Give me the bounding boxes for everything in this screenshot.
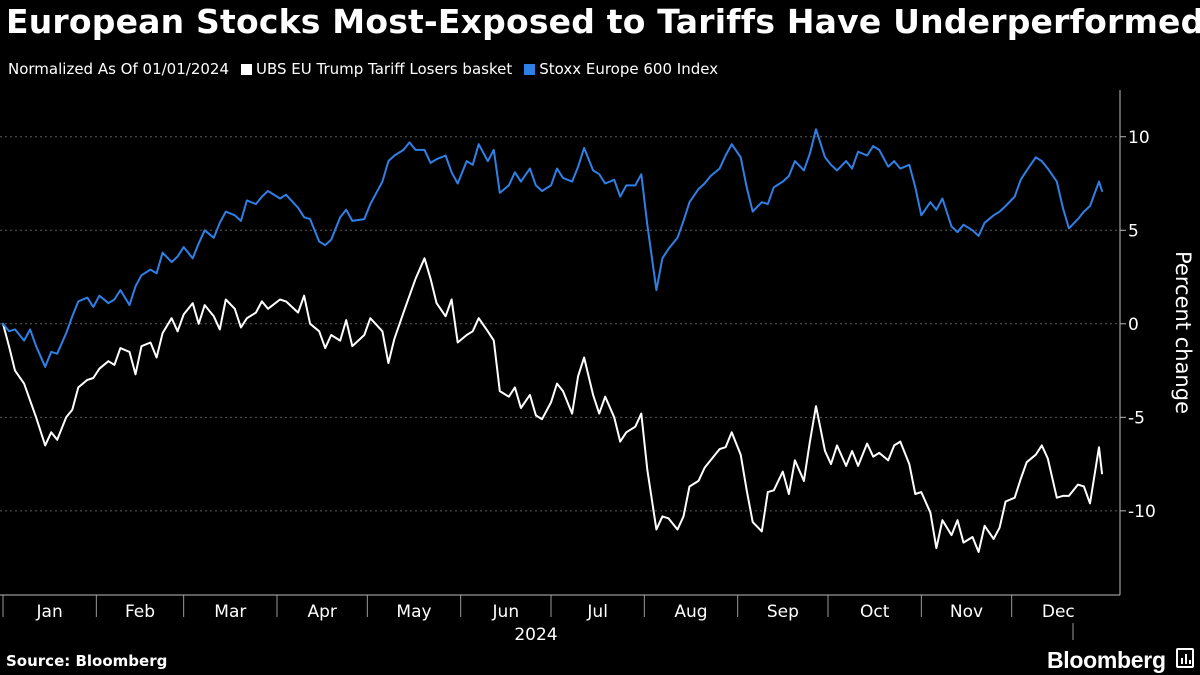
x-tick-label: Aug xyxy=(674,602,707,622)
legend-swatch-blue xyxy=(524,63,536,75)
series-lines xyxy=(2,128,1103,553)
legend-item-label: UBS EU Trump Tariff Losers basket xyxy=(256,60,513,78)
y-tick-label: 10 xyxy=(1128,128,1150,148)
x-tick-label: Nov xyxy=(950,602,983,622)
x-tick-label: Jul xyxy=(586,602,608,622)
legend-note-label: Normalized As Of 01/01/2024 xyxy=(8,60,229,78)
x-tick-label: Mar xyxy=(214,602,246,622)
x-tick-label: Jun xyxy=(492,602,520,622)
legend-note: Normalized As Of 01/01/2024 xyxy=(8,60,229,78)
gridlines xyxy=(0,136,1120,512)
axes: 10 5 0 -5 -10 Percent change Jan Feb Mar Apr May Ju… xyxy=(0,90,1195,645)
y-tick-label: -10 xyxy=(1128,502,1156,522)
x-tick-label: Jan xyxy=(36,602,63,622)
bloomberg-logo: Bloomberg xyxy=(1047,647,1166,673)
legend-item-stoxx-600: Stoxx Europe 600 Index xyxy=(524,60,718,78)
x-tick-label: Feb xyxy=(125,602,155,622)
source-note: Source: Bloomberg xyxy=(6,652,168,670)
y-axis-title: Percent change xyxy=(1171,251,1195,414)
series-line-tariff-losers xyxy=(2,257,1103,553)
x-tick-label: May xyxy=(396,602,431,622)
x-tick-label: Apr xyxy=(307,602,336,622)
legend-item-label: Stoxx Europe 600 Index xyxy=(539,60,719,78)
x-tick-label: Sep xyxy=(767,602,799,622)
y-tick-label: 5 xyxy=(1128,221,1139,241)
legend-swatch-white xyxy=(241,63,252,75)
legend: Normalized As Of 01/01/2024 UBS EU Trump… xyxy=(8,60,730,78)
chart-title: European Stocks Most-Exposed to Tariffs … xyxy=(6,2,1200,41)
y-tick-label: -5 xyxy=(1128,408,1145,428)
x-tick-label: Dec xyxy=(1042,602,1075,622)
legend-item-tariff-losers: UBS EU Trump Tariff Losers basket xyxy=(241,60,512,78)
y-tick-label: 0 xyxy=(1128,315,1139,335)
bloomberg-mark-icon xyxy=(1176,648,1194,668)
x-axis-title: 2024 xyxy=(514,625,557,645)
x-tick-label: Oct xyxy=(860,602,890,622)
series-line-stoxx-600 xyxy=(2,128,1103,368)
